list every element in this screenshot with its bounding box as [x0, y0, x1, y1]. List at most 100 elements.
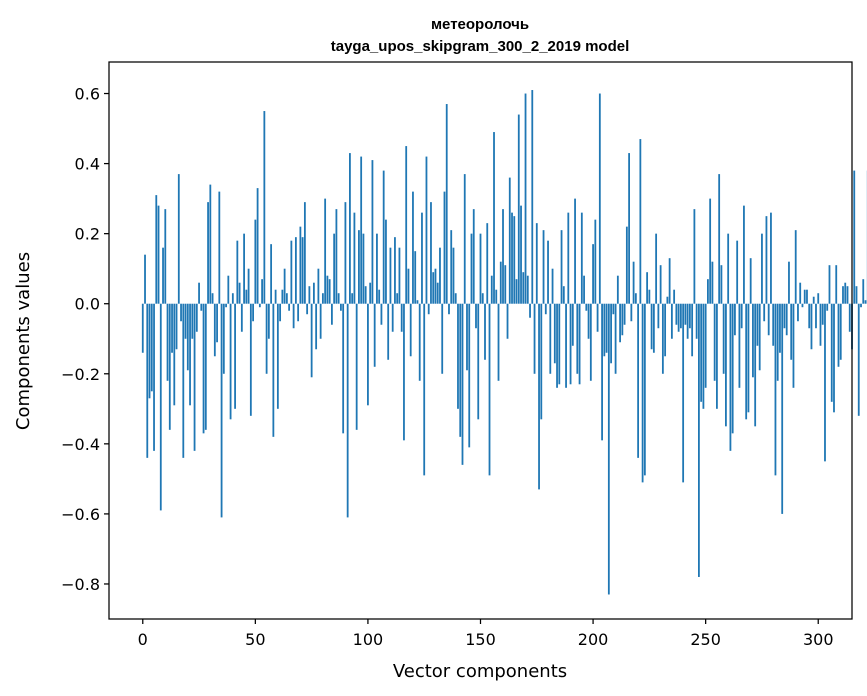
bar	[761, 233, 763, 304]
bar	[155, 195, 158, 304]
bar	[294, 237, 297, 304]
bar	[808, 303, 811, 329]
bar	[522, 272, 525, 304]
bar	[664, 303, 667, 357]
bar	[254, 219, 257, 304]
bar	[506, 303, 509, 339]
chart-title: метеоролочь	[431, 16, 529, 33]
bar	[688, 303, 691, 329]
bar	[855, 286, 858, 304]
bar	[754, 303, 757, 427]
bar	[164, 209, 167, 304]
bar	[704, 303, 707, 388]
bar	[486, 223, 489, 304]
bar	[682, 303, 685, 483]
bar	[817, 293, 820, 304]
bar	[236, 240, 239, 304]
bar	[301, 237, 304, 304]
bar	[743, 205, 745, 304]
bar	[247, 268, 250, 304]
bar	[385, 219, 387, 304]
bar	[794, 230, 797, 304]
bar	[774, 303, 777, 476]
bar	[513, 216, 516, 304]
bar	[321, 293, 324, 304]
bar	[148, 303, 151, 399]
bar	[234, 303, 236, 409]
bar	[619, 303, 621, 343]
bar	[191, 303, 194, 339]
bar	[229, 303, 232, 420]
bar	[245, 289, 248, 304]
bar	[146, 303, 149, 458]
bar	[736, 240, 739, 304]
bar	[533, 303, 536, 374]
bar	[601, 303, 603, 441]
bar	[725, 303, 727, 427]
bar	[141, 303, 144, 353]
bar	[621, 303, 624, 336]
bar	[468, 303, 471, 448]
bar	[844, 282, 847, 304]
bar	[752, 303, 754, 378]
bar	[839, 303, 842, 360]
bar	[592, 244, 594, 304]
bar	[756, 303, 759, 346]
bar	[702, 303, 705, 409]
bar	[639, 139, 642, 304]
bar	[589, 303, 592, 381]
bar	[788, 261, 790, 304]
bar	[605, 303, 608, 353]
bar	[324, 198, 327, 304]
bar	[159, 303, 162, 511]
bar	[303, 202, 306, 304]
bar	[781, 303, 784, 514]
bar	[380, 303, 383, 325]
bar	[189, 303, 191, 406]
bar	[864, 300, 867, 304]
bar	[463, 174, 466, 304]
bar	[452, 247, 455, 304]
bar	[457, 303, 459, 409]
bar	[490, 275, 493, 304]
bar	[785, 303, 788, 336]
bar	[652, 303, 655, 353]
bar	[722, 303, 725, 374]
bar	[344, 202, 347, 304]
x-tick-label: 300	[803, 630, 834, 649]
bar	[252, 303, 254, 322]
bar	[407, 268, 410, 304]
bar	[443, 191, 446, 304]
y-axis-ticks: −0.8 −0.6 −0.4 −0.2 0.0 0.2 0.4 0.6	[61, 85, 109, 594]
bar	[263, 111, 266, 304]
bar	[628, 153, 630, 304]
bar	[220, 303, 223, 518]
bar	[362, 233, 365, 304]
bar	[596, 303, 599, 332]
bar	[801, 303, 804, 308]
bar	[240, 303, 243, 332]
bar	[610, 303, 612, 364]
bar	[673, 289, 676, 304]
bar	[594, 219, 597, 304]
bar	[828, 265, 831, 304]
bar	[772, 303, 775, 346]
bar	[351, 293, 354, 304]
bar	[175, 303, 178, 350]
bar	[695, 303, 698, 339]
bar	[821, 303, 824, 325]
bar	[542, 230, 545, 304]
bar	[202, 303, 205, 434]
bar	[515, 279, 518, 304]
bar	[315, 303, 318, 350]
bar	[862, 279, 865, 304]
bar	[643, 303, 646, 476]
bar	[285, 293, 288, 304]
bar	[776, 303, 779, 381]
bar	[553, 303, 556, 364]
bar	[405, 146, 408, 304]
bar	[391, 303, 394, 332]
bar	[231, 293, 234, 304]
bar	[204, 303, 207, 430]
